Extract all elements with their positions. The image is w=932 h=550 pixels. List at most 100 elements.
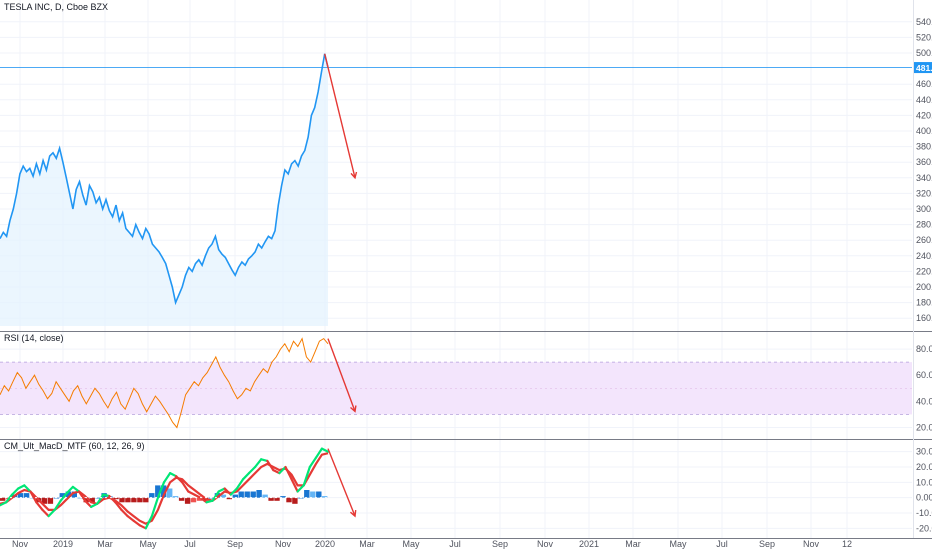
macd-histogram-bar	[41, 497, 48, 504]
x-axis-label: Sep	[227, 539, 243, 549]
macd-histogram-bar	[190, 497, 197, 503]
macd-histogram-bar	[83, 497, 89, 503]
macd-tick-label: -20.00	[916, 523, 932, 533]
macd-line-segment	[83, 499, 93, 508]
price-tick-label: 280.00	[916, 220, 932, 230]
macd-line-segment	[308, 456, 317, 469]
macd-histogram-bar	[89, 497, 95, 503]
macd-histogram-bar	[113, 497, 119, 500]
macd-histogram-bar	[71, 491, 77, 498]
macd-line-segment	[272, 469, 281, 475]
x-axis-label: Mar	[97, 539, 113, 549]
macd-tick-label: -10.00	[916, 508, 932, 518]
price-tick-label: 400.00	[916, 126, 932, 136]
macd-histogram-bar	[47, 497, 54, 504]
macd-histogram-bar	[172, 496, 179, 498]
macd-line-segment	[35, 501, 44, 511]
x-axis-label: Jul	[184, 539, 196, 549]
macd-line-segment	[314, 447, 323, 459]
x-axis-label: 2020	[315, 539, 335, 549]
rsi-tick-label: 40.00	[916, 396, 932, 406]
macd-histogram-bar	[125, 497, 131, 503]
price-pane[interactable]	[0, 53, 912, 327]
price-tick-label: 300.00	[916, 204, 932, 214]
macd-histogram-bar	[137, 497, 143, 503]
macd-histogram-bar	[0, 497, 6, 501]
arrow-head	[349, 510, 357, 518]
x-axis-label: May	[669, 539, 687, 549]
price-tick-label: 360.00	[916, 157, 932, 167]
arrow-head	[350, 171, 358, 180]
x-axis-label: Mar	[625, 539, 641, 549]
macd-histogram-bar	[155, 485, 161, 498]
macd-line-segment	[175, 475, 184, 484]
price-tick-label: 200.00	[916, 282, 932, 292]
macd-line-segment	[71, 485, 81, 493]
macd-projection-arrow[interactable]	[327, 448, 356, 517]
macd-line-segment	[302, 465, 311, 487]
macd-histogram-bar	[65, 491, 71, 498]
price-tick-label: 340.00	[916, 173, 932, 183]
x-axis-label: Sep	[492, 539, 508, 549]
price-line[interactable]	[0, 53, 329, 306]
x-axis-label: Nov	[275, 539, 292, 549]
macd-histogram-bar	[322, 496, 328, 498]
macd-histogram-bar	[178, 497, 185, 501]
x-axis-label: 2019	[53, 539, 73, 549]
macd-line-segment	[0, 501, 8, 507]
price-tick-label: 540.00	[916, 17, 932, 27]
axis-layer: 540.00 520.00 500.00 481.34 460.00 440.00 420.…	[12, 17, 932, 549]
macd-line-segment	[144, 514, 153, 530]
x-axis-label: Jul	[449, 539, 461, 549]
price-tick-label: 440.00	[916, 95, 932, 105]
macd-line-segment	[247, 465, 257, 475]
rsi-pane[interactable]	[0, 337, 912, 429]
macd-histogram-bar	[23, 493, 30, 498]
price-tick-label: 220.00	[916, 266, 932, 276]
x-axis-label: Mar	[359, 539, 375, 549]
macd-line-segment	[29, 490, 38, 504]
macd-histogram-bar	[244, 491, 250, 498]
rsi-tick-label: 80.00	[916, 344, 932, 354]
macd-line-segment	[193, 493, 202, 499]
rsi-line[interactable]	[0, 337, 329, 429]
macd-pane[interactable]	[0, 447, 357, 530]
macd-histogram-bar	[59, 493, 65, 498]
macd-line-segment	[11, 487, 20, 496]
macd-line-segment	[211, 490, 220, 502]
macd-line-segment	[266, 459, 275, 472]
macd-tick-label: 10.00	[916, 477, 932, 487]
macd-line-segment	[23, 484, 32, 493]
macd-histogram-bar	[143, 497, 149, 503]
macd-line-segment	[199, 496, 208, 504]
rsi-pane-title: RSI (14, close)	[4, 333, 64, 343]
macd-histogram-bar	[304, 490, 310, 498]
macd-line-segment	[114, 501, 123, 511]
macd-histogram-bar	[226, 497, 232, 500]
macd-line-segment	[229, 487, 238, 496]
projection-arrow[interactable]	[324, 53, 356, 178]
price-tick-label: 180.00	[916, 298, 932, 308]
macd-line-segment	[290, 478, 299, 493]
x-axis-label: May	[139, 539, 157, 549]
price-area-fill	[0, 53, 328, 327]
macd-histogram-bar	[316, 491, 322, 498]
macd-line-segment	[187, 490, 196, 496]
macd-line-segment	[150, 496, 159, 518]
macd-histogram-bar	[250, 491, 256, 498]
macd-histogram-bar	[286, 497, 292, 503]
macd-histogram-bar	[262, 494, 268, 498]
price-tick-label: 500.00	[916, 48, 932, 58]
macd-line-segment	[41, 508, 50, 518]
macd-histogram-bar	[29, 497, 36, 499]
macd-line-segment	[138, 524, 147, 530]
x-axis-label: May	[402, 539, 420, 549]
x-axis-label: Jul	[716, 539, 728, 549]
macd-tick-label: 30.00	[916, 447, 932, 457]
rsi-projection-arrow[interactable]	[327, 338, 356, 412]
last-price-tag	[914, 62, 932, 74]
macd-line-segment	[17, 484, 26, 490]
macd-pane-title: CM_Ult_MacD_MTF (60, 12, 26, 9)	[4, 441, 145, 451]
macd-line-segment	[120, 508, 129, 518]
